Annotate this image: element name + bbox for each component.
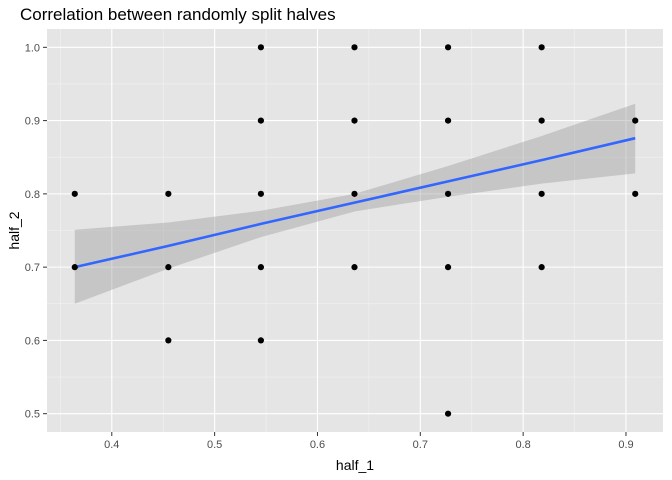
data-point — [538, 264, 545, 271]
x-tick-label: 0.6 — [310, 439, 325, 451]
x-tick-label: 0.4 — [104, 439, 119, 451]
y-tick-label: 0.7 — [25, 262, 40, 274]
y-tick-label: 0.5 — [25, 409, 40, 421]
y-axis: 0.5 0.6 0.7 0.8 0.9 1.0 — [25, 42, 47, 421]
x-tick-label: 0.8 — [515, 439, 530, 451]
x-axis: 0.4 0.5 0.6 0.7 0.8 0.9 — [104, 432, 634, 451]
data-point — [538, 44, 545, 51]
data-point — [351, 264, 358, 271]
y-tick-label: 1.0 — [25, 42, 40, 54]
data-point — [351, 190, 358, 197]
data-point — [444, 190, 452, 197]
data-point — [444, 264, 452, 271]
y-tick-label: 0.6 — [25, 335, 40, 347]
data-point — [257, 264, 265, 271]
data-point — [444, 410, 452, 417]
x-axis-title: half_1 — [336, 457, 374, 473]
x-tick-label: 0.9 — [618, 439, 633, 451]
data-point — [632, 117, 639, 124]
y-tick-label: 0.9 — [25, 116, 40, 128]
y-axis-title: half_2 — [6, 211, 22, 249]
data-point — [632, 190, 639, 197]
x-tick-label: 0.5 — [207, 439, 222, 451]
data-point — [538, 190, 545, 197]
x-tick-label: 0.7 — [413, 439, 428, 451]
data-point — [71, 190, 78, 197]
data-point — [351, 117, 358, 124]
data-point — [444, 44, 452, 51]
data-point — [257, 190, 265, 197]
data-point — [538, 117, 545, 124]
data-point — [351, 44, 358, 51]
y-tick-label: 0.8 — [25, 189, 40, 201]
data-points — [71, 44, 639, 417]
data-point — [257, 44, 265, 51]
data-point — [257, 117, 265, 124]
minor-gridlines — [47, 29, 663, 432]
data-point — [444, 117, 452, 124]
data-point — [165, 337, 172, 344]
data-point — [165, 264, 172, 271]
data-point — [71, 264, 78, 271]
chart-title: Correlation between randomly split halve… — [20, 5, 336, 24]
data-point — [165, 190, 172, 197]
regression-line — [74, 136, 636, 269]
data-point — [257, 337, 265, 344]
